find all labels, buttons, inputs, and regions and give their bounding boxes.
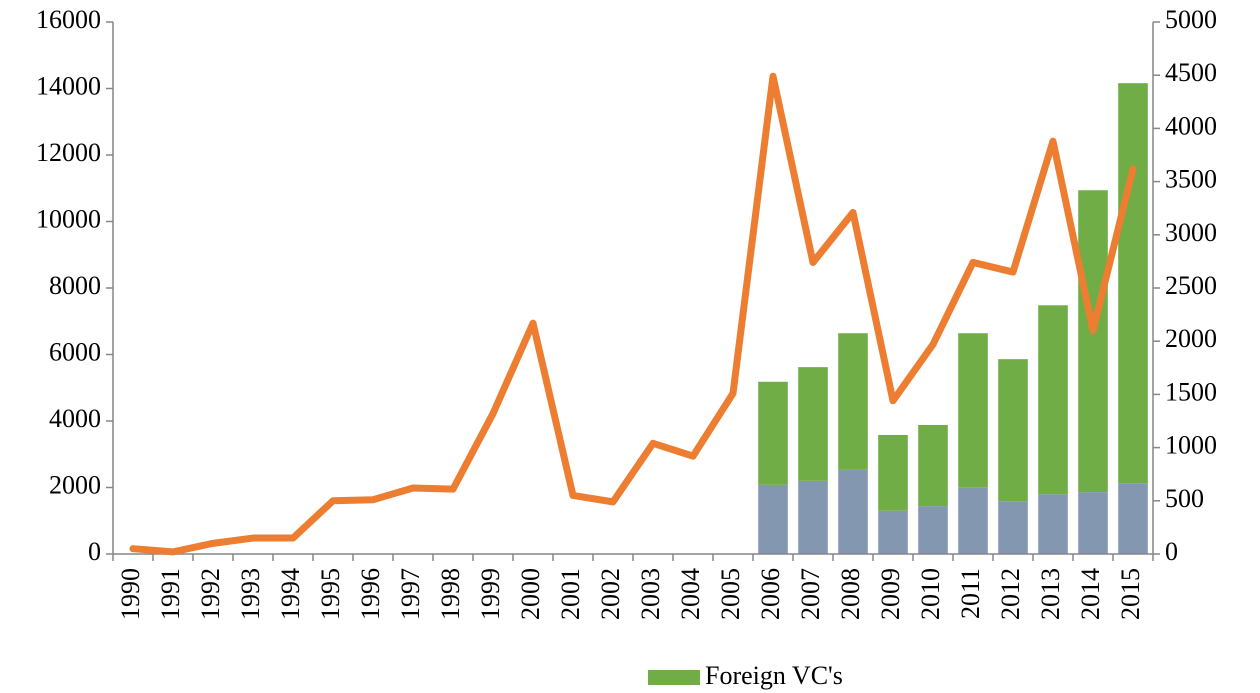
y-tick-label: 2000 xyxy=(49,470,101,499)
y2-tick-label: 1000 xyxy=(1165,431,1217,460)
x-tick-label: 1998 xyxy=(436,568,465,620)
x-tick-label: 1992 xyxy=(196,568,225,620)
bar xyxy=(1038,494,1068,554)
bar xyxy=(1118,483,1148,554)
bar xyxy=(998,501,1028,554)
x-tick-label: 1993 xyxy=(236,568,265,620)
y-tick-label: 4000 xyxy=(49,404,101,433)
bar xyxy=(878,510,908,554)
x-tick-label: 1996 xyxy=(356,568,385,620)
bar xyxy=(838,333,868,470)
bar xyxy=(958,333,988,488)
bar xyxy=(918,506,948,554)
bar xyxy=(878,434,908,511)
bar xyxy=(998,359,1028,502)
legend-swatch xyxy=(648,670,700,685)
y-tick-label: 16000 xyxy=(36,5,101,34)
bar xyxy=(1038,305,1068,495)
x-tick-label: 2007 xyxy=(796,568,825,620)
x-tick-label: 2001 xyxy=(556,568,585,620)
x-tick-label: 2014 xyxy=(1076,568,1105,620)
y-tick-label: 12000 xyxy=(36,138,101,167)
x-tick-label: 2003 xyxy=(636,568,665,620)
y2-tick-label: 5000 xyxy=(1165,5,1217,34)
legend-label: Foreign VC's xyxy=(705,661,843,690)
bar xyxy=(798,367,828,481)
x-tick-label: 1994 xyxy=(276,568,305,620)
x-tick-label: 2011 xyxy=(956,568,985,619)
x-tick-label: 2004 xyxy=(676,568,705,620)
x-tick-label: 2015 xyxy=(1116,568,1145,620)
bar xyxy=(758,381,788,485)
y2-tick-label: 4000 xyxy=(1165,111,1217,140)
x-tick-label: 1991 xyxy=(156,568,185,620)
bar xyxy=(838,469,868,554)
x-tick-label: 1990 xyxy=(116,568,145,620)
x-tick-label: 2000 xyxy=(516,568,545,620)
x-tick-label: 2013 xyxy=(1036,568,1065,620)
x-tick-label: 2008 xyxy=(836,568,865,620)
bar xyxy=(1078,492,1108,554)
y2-tick-label: 0 xyxy=(1165,537,1178,566)
y2-tick-label: 4500 xyxy=(1165,58,1217,87)
bar xyxy=(798,480,828,554)
x-tick-label: 2012 xyxy=(996,568,1025,620)
y2-tick-label: 500 xyxy=(1165,484,1204,513)
y2-tick-label: 2500 xyxy=(1165,271,1217,300)
y2-tick-label: 2000 xyxy=(1165,324,1217,353)
x-tick-label: 1995 xyxy=(316,568,345,620)
x-tick-label: 2009 xyxy=(876,568,905,620)
bar xyxy=(1078,190,1108,493)
x-tick-label: 2006 xyxy=(756,568,785,620)
x-tick-label: 1997 xyxy=(396,568,425,620)
x-tick-label: 2002 xyxy=(596,568,625,620)
bar xyxy=(1118,83,1148,484)
y2-tick-label: 3000 xyxy=(1165,218,1217,247)
x-tick-label: 2005 xyxy=(716,568,745,620)
bar xyxy=(758,484,788,554)
y-tick-label: 10000 xyxy=(36,204,101,233)
x-tick-label: 1999 xyxy=(476,568,505,620)
line-series xyxy=(129,72,1137,556)
y2-tick-label: 3500 xyxy=(1165,165,1217,194)
y2-tick-label: 1500 xyxy=(1165,377,1217,406)
bar xyxy=(958,487,988,554)
bar xyxy=(918,424,948,507)
y-tick-label: 6000 xyxy=(49,337,101,366)
x-tick-label: 2010 xyxy=(916,568,945,620)
y-tick-label: 14000 xyxy=(36,71,101,100)
y-tick-label: 8000 xyxy=(49,271,101,300)
y-tick-label: 0 xyxy=(88,537,101,566)
